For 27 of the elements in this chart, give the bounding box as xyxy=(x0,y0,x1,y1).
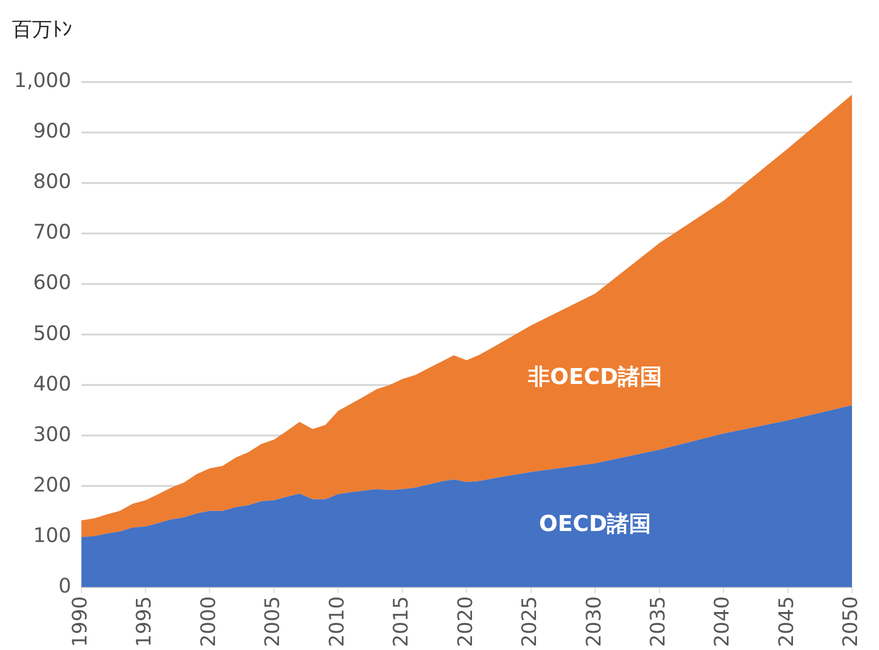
x-tick-label: 2035 xyxy=(646,596,670,648)
x-tick-label: 2030 xyxy=(581,596,606,648)
y-tick-label: 300 xyxy=(33,422,72,446)
y-tick-label: 200 xyxy=(33,472,72,496)
y-tick-label: 400 xyxy=(33,371,72,396)
y-axis-title: 百万ﾄﾝ xyxy=(12,16,72,43)
x-tick-label: 2015 xyxy=(388,596,413,648)
y-tick-label: 500 xyxy=(33,320,72,345)
x-tick-label: 2020 xyxy=(452,596,477,648)
series-label: 非OECD諸国 xyxy=(527,365,662,390)
y-tick-label: 1,000 xyxy=(14,68,72,92)
x-tick-label: 2040 xyxy=(710,596,734,648)
y-tick-label: 0 xyxy=(58,573,72,598)
x-tick-label: 1990 xyxy=(67,596,92,648)
y-tick-label: 800 xyxy=(33,169,72,194)
x-tick-label: 2045 xyxy=(774,596,798,648)
y-tick-label: 100 xyxy=(33,522,72,547)
x-tick-label: 2010 xyxy=(324,596,348,648)
x-tick-label: 1995 xyxy=(132,596,156,648)
x-tick-label: 2000 xyxy=(196,596,220,648)
y-tick-label: 600 xyxy=(33,270,72,294)
series-label: OECD諸国 xyxy=(539,512,652,537)
x-tick-label: 2025 xyxy=(517,596,542,648)
x-tick-label: 2050 xyxy=(838,596,862,648)
y-tick-label: 700 xyxy=(33,220,72,244)
y-tick-label: 900 xyxy=(33,118,72,143)
x-tick-label: 2005 xyxy=(260,596,284,648)
